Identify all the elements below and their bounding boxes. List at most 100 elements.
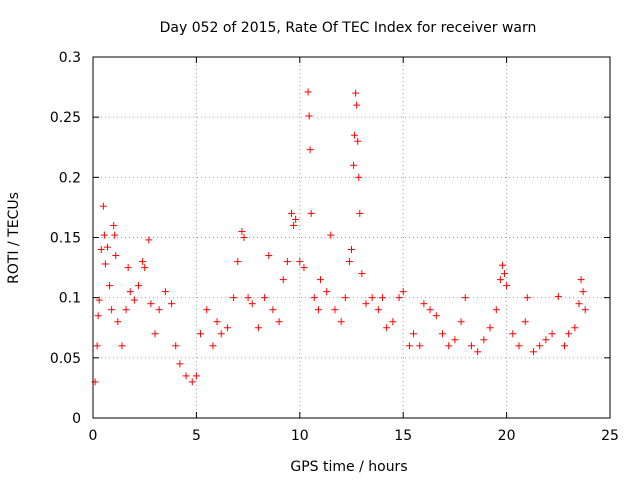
- data-point: [503, 282, 511, 290]
- data-point: [379, 294, 387, 302]
- data-point: [155, 306, 163, 314]
- data-point: [399, 288, 407, 296]
- data-point: [348, 246, 355, 254]
- chart-title: Day 052 of 2015, Rate Of TEC Index for r…: [160, 20, 537, 36]
- data-point: [327, 231, 335, 239]
- data-point: [197, 330, 205, 338]
- data-point: [234, 258, 242, 266]
- data-point: [192, 372, 200, 380]
- data-point: [362, 300, 370, 308]
- data-point: [323, 288, 331, 296]
- data-point: [305, 112, 313, 120]
- data-point: [240, 234, 248, 241]
- data-point: [521, 318, 529, 326]
- data-point: [374, 306, 382, 314]
- data-point: [261, 294, 269, 302]
- y-tick-label: 0.3: [59, 50, 81, 66]
- data-point: [368, 294, 376, 302]
- x-tick-label: 0: [89, 428, 98, 444]
- data-point: [230, 294, 238, 302]
- data-point: [122, 306, 130, 314]
- data-point: [288, 209, 296, 217]
- y-tick-label: 0.1: [59, 291, 81, 307]
- data-point: [217, 330, 225, 338]
- data-point: [130, 296, 138, 304]
- data-point: [438, 330, 446, 338]
- data-point: [581, 306, 589, 314]
- data-point: [114, 318, 122, 326]
- data-point: [509, 330, 517, 338]
- data-point: [314, 306, 322, 314]
- data-point: [548, 330, 556, 338]
- data-point: [353, 101, 361, 109]
- data-point: [331, 306, 339, 314]
- data-point: [426, 306, 434, 314]
- data-point: [354, 137, 362, 145]
- y-tick-label: 0.15: [50, 231, 81, 247]
- data-point: [296, 258, 304, 266]
- data-point: [355, 173, 363, 181]
- data-point: [101, 260, 109, 268]
- data-point: [112, 252, 120, 260]
- data-point: [188, 378, 196, 386]
- data-point: [110, 221, 118, 229]
- data-point: [118, 342, 126, 350]
- y-tick-label: 0.2: [59, 170, 81, 186]
- data-point: [420, 300, 428, 308]
- data-point: [395, 294, 403, 302]
- data-point: [269, 306, 277, 314]
- data-point: [238, 227, 246, 235]
- data-point: [106, 282, 114, 290]
- data-point: [492, 306, 500, 314]
- data-point: [307, 209, 315, 217]
- data-point: [97, 246, 105, 254]
- data-point: [480, 336, 488, 344]
- data-point: [145, 236, 153, 244]
- x-tick-label: 10: [291, 428, 309, 444]
- data-point: [248, 300, 256, 308]
- data-point: [161, 288, 169, 296]
- x-axis-label: GPS time / hours: [290, 459, 407, 475]
- y-axis-label: ROTI / TECUs: [6, 192, 22, 284]
- x-tick-label: 5: [192, 428, 201, 444]
- data-point: [290, 221, 298, 229]
- data-point: [172, 342, 180, 350]
- data-point: [213, 318, 221, 326]
- data-point: [358, 270, 366, 278]
- data-point: [523, 294, 531, 302]
- data-point: [93, 342, 101, 350]
- data-point: [461, 294, 469, 302]
- data-point: [254, 324, 262, 332]
- data-points: [91, 88, 589, 386]
- data-point: [279, 276, 287, 284]
- data-point: [176, 360, 184, 368]
- grid-lines: [93, 57, 610, 418]
- data-point: [94, 312, 102, 320]
- data-point: [304, 88, 312, 96]
- data-point: [416, 342, 424, 350]
- data-point: [203, 306, 211, 314]
- data-point: [103, 243, 111, 251]
- data-point: [571, 324, 579, 332]
- data-point: [350, 161, 358, 169]
- data-point: [306, 146, 314, 154]
- data-point: [310, 294, 318, 302]
- data-point: [542, 336, 550, 344]
- data-point: [577, 276, 585, 284]
- data-point: [209, 342, 217, 350]
- x-tick-label: 15: [394, 428, 412, 444]
- data-point: [147, 300, 155, 308]
- data-point: [565, 330, 573, 338]
- data-point: [300, 264, 308, 272]
- data-point: [341, 294, 349, 302]
- data-point: [410, 330, 418, 338]
- data-point: [467, 342, 475, 350]
- data-point: [486, 324, 494, 332]
- data-point: [352, 89, 360, 97]
- data-point: [141, 264, 149, 272]
- data-point: [100, 231, 108, 239]
- data-point: [389, 318, 397, 326]
- data-point: [108, 306, 116, 314]
- data-point: [283, 258, 291, 266]
- y-tick-label: 0.25: [50, 110, 81, 126]
